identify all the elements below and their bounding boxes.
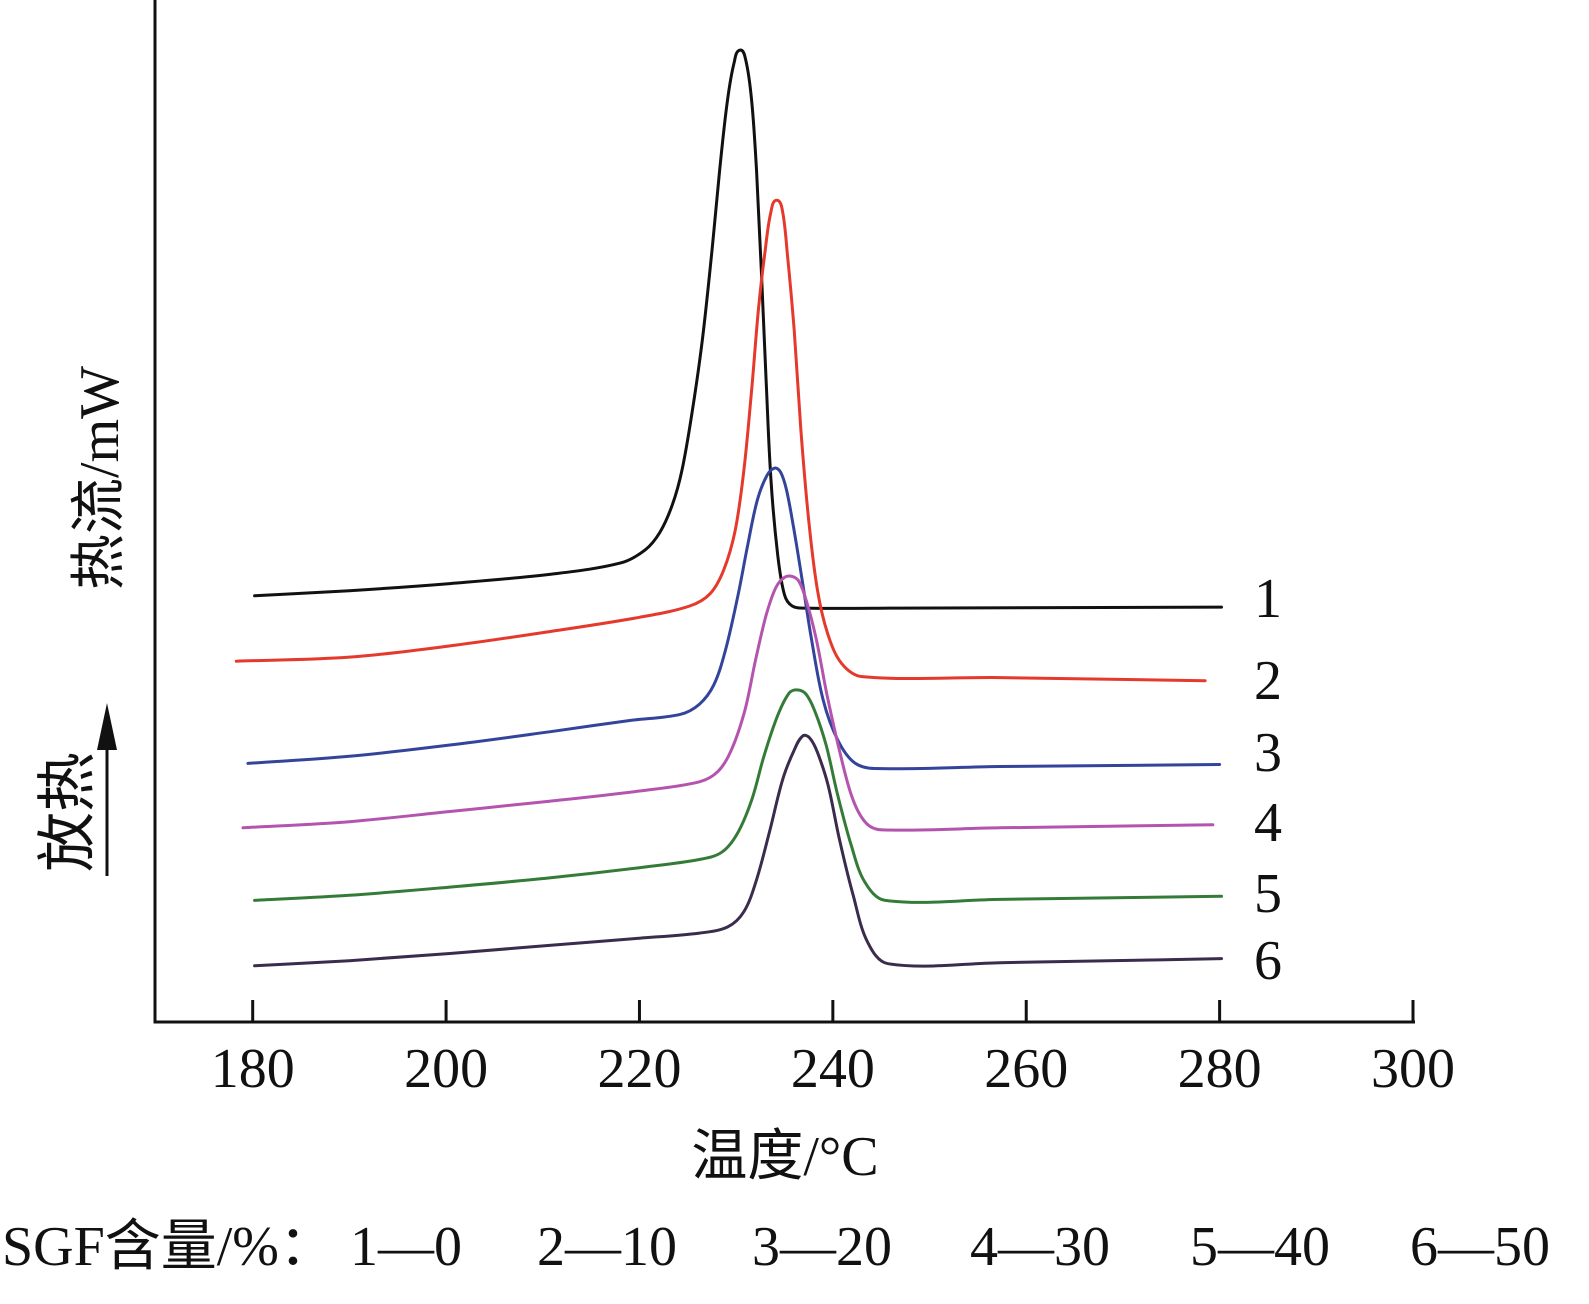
legend-entry-6: 6—50 (1410, 1216, 1550, 1278)
x-tick-label-220: 220 (597, 1038, 681, 1100)
series-line-5 (253, 688, 1223, 904)
series-line-4 (241, 574, 1215, 832)
series-line-6 (253, 733, 1223, 968)
series-label-5: 5 (1254, 863, 1282, 925)
up-arrow-icon (97, 703, 117, 876)
series-label-6: 6 (1254, 930, 1282, 992)
series-label-1: 1 (1254, 568, 1282, 630)
legend-caption: SGF含量/%： 1—0 2—10 3—20 4—30 5—40 6—50 (2, 1216, 1550, 1278)
x-tick-marks (251, 1000, 1415, 1022)
legend-entry-1: 1—0 (350, 1216, 462, 1278)
series-label-2: 2 (1254, 650, 1282, 712)
legend-title: SGF含量/%： (2, 1216, 335, 1278)
x-tick-label-200: 200 (404, 1038, 488, 1100)
series-label-3: 3 (1254, 722, 1282, 784)
y-axis-label: 热流/mW (69, 366, 131, 590)
legend-entry-4: 4—30 (970, 1216, 1110, 1278)
x-tick-labels: 180 200 220 240 260 280 300 (211, 1038, 1455, 1100)
x-tick-label-180: 180 (211, 1038, 295, 1100)
legend-entry-2: 2—10 (537, 1216, 677, 1278)
legend-entry-3: 3—20 (752, 1216, 892, 1278)
series-label-4: 4 (1254, 792, 1282, 854)
x-tick-label-300: 300 (1371, 1038, 1455, 1100)
legend-entry-5: 5—40 (1190, 1216, 1330, 1278)
exotherm-label: 放热 (35, 752, 101, 872)
series-lines (234, 48, 1223, 968)
series-line-3 (246, 466, 1222, 771)
x-tick-label-260: 260 (984, 1038, 1068, 1100)
series-line-2 (234, 198, 1207, 683)
x-axis-label: 温度/°C (691, 1126, 878, 1188)
x-tick-label-240: 240 (791, 1038, 875, 1100)
x-tick-label-280: 280 (1178, 1038, 1262, 1100)
series-line-1 (253, 48, 1223, 610)
